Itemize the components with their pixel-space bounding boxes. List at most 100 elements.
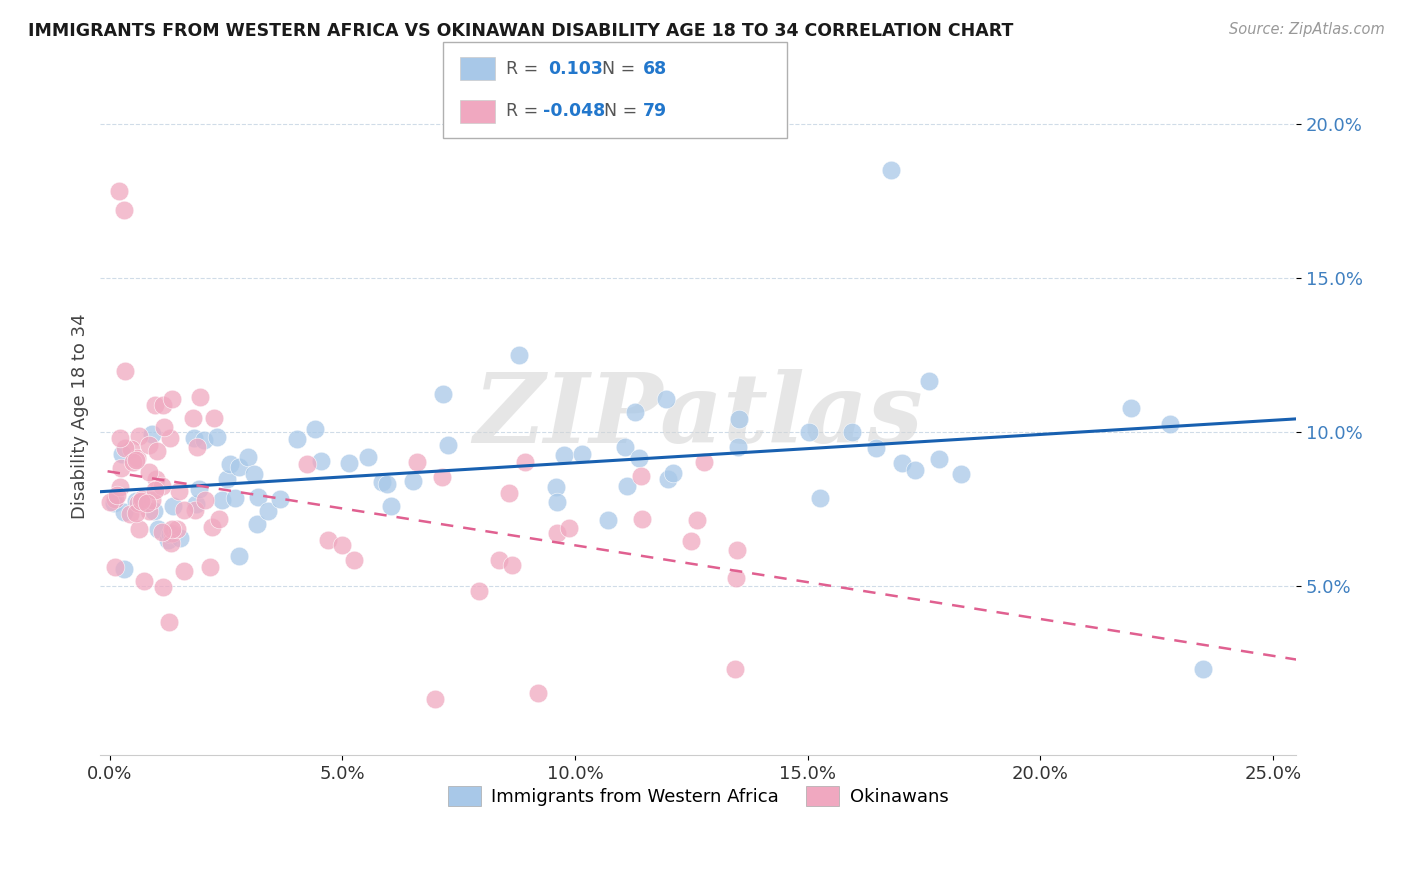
Point (950, 467, 973, 482)
Point (114, 364, 136, 378)
Text: 0.103: 0.103 (548, 60, 603, 78)
Point (880, 162, 903, 177)
Point (242, 467, 264, 482)
Point (425, 692, 447, 706)
Point (141, 492, 163, 507)
Point (173, 503, 195, 517)
Text: ZIPatlas: ZIPatlas (474, 369, 924, 463)
Point (332, 538, 354, 552)
Point (890, 456, 912, 470)
Point (138, 465, 160, 479)
Point (145, 473, 167, 487)
Point (841, 425, 863, 439)
Point (371, 475, 394, 489)
Point (304, 422, 326, 436)
Point (186, 497, 208, 511)
Point (285, 432, 308, 446)
Text: 79: 79 (643, 103, 666, 120)
Point (1192, 662, 1215, 676)
Point (377, 476, 399, 491)
Point (311, 453, 333, 467)
Point (508, 348, 530, 362)
Point (208, 512, 231, 526)
Point (128, 522, 150, 536)
Point (145, 443, 167, 458)
Point (904, 463, 927, 477)
Point (685, 513, 707, 527)
Point (655, 392, 678, 406)
Point (138, 437, 160, 451)
Point (799, 425, 821, 439)
Point (402, 475, 425, 489)
Point (129, 494, 152, 508)
Point (125, 506, 148, 520)
Point (125, 494, 148, 508)
Text: N =: N = (593, 103, 643, 120)
Point (150, 478, 173, 492)
Point (114, 442, 136, 456)
Point (693, 455, 716, 469)
Point (110, 479, 132, 493)
Point (201, 520, 224, 534)
Legend: Immigrants from Western Africa, Okinawans: Immigrants from Western Africa, Okinawan… (441, 779, 956, 814)
Point (546, 525, 568, 540)
Point (215, 472, 238, 486)
Point (571, 447, 593, 461)
Point (103, 495, 125, 509)
Point (526, 686, 548, 700)
Point (498, 485, 520, 500)
Point (297, 457, 319, 471)
Point (173, 565, 195, 579)
Point (128, 429, 150, 443)
Point (162, 500, 184, 514)
Point (198, 560, 221, 574)
Point (1119, 401, 1142, 416)
Point (112, 202, 135, 217)
Point (110, 460, 132, 475)
Text: R =: R = (506, 103, 544, 120)
Point (104, 560, 127, 574)
Point (152, 580, 174, 594)
Point (628, 451, 651, 466)
Point (236, 450, 259, 464)
Point (727, 440, 749, 454)
Point (488, 553, 510, 567)
Point (160, 392, 183, 406)
Point (159, 615, 181, 629)
Point (159, 536, 181, 550)
Point (724, 662, 747, 676)
Point (616, 479, 638, 493)
Point (143, 398, 166, 412)
Text: IMMIGRANTS FROM WESTERN AFRICA VS OKINAWAN DISABILITY AGE 18 TO 34 CORRELATION C: IMMIGRANTS FROM WESTERN AFRICA VS OKINAW… (28, 22, 1014, 40)
Point (624, 405, 647, 419)
Point (219, 457, 242, 471)
Point (132, 574, 155, 589)
Point (166, 522, 188, 536)
Point (111, 447, 134, 461)
Point (406, 455, 429, 469)
Point (120, 442, 142, 456)
Point (1159, 417, 1181, 432)
Point (167, 484, 190, 499)
Point (657, 472, 679, 486)
Point (187, 483, 209, 497)
Point (100, 495, 122, 509)
Point (918, 374, 941, 388)
Y-axis label: Disability Age 18 to 34: Disability Age 18 to 34 (72, 313, 89, 519)
Point (596, 513, 619, 527)
Text: 68: 68 (643, 60, 666, 78)
Point (143, 503, 166, 517)
Point (143, 483, 166, 498)
Point (630, 469, 652, 483)
Point (202, 411, 225, 425)
Point (160, 522, 183, 536)
Point (184, 503, 207, 517)
Point (501, 558, 523, 573)
Point (127, 496, 149, 510)
Point (430, 469, 453, 483)
Text: -0.048: -0.048 (543, 103, 605, 120)
Point (865, 441, 887, 455)
Point (513, 455, 536, 469)
Point (808, 491, 831, 505)
Point (357, 450, 380, 465)
